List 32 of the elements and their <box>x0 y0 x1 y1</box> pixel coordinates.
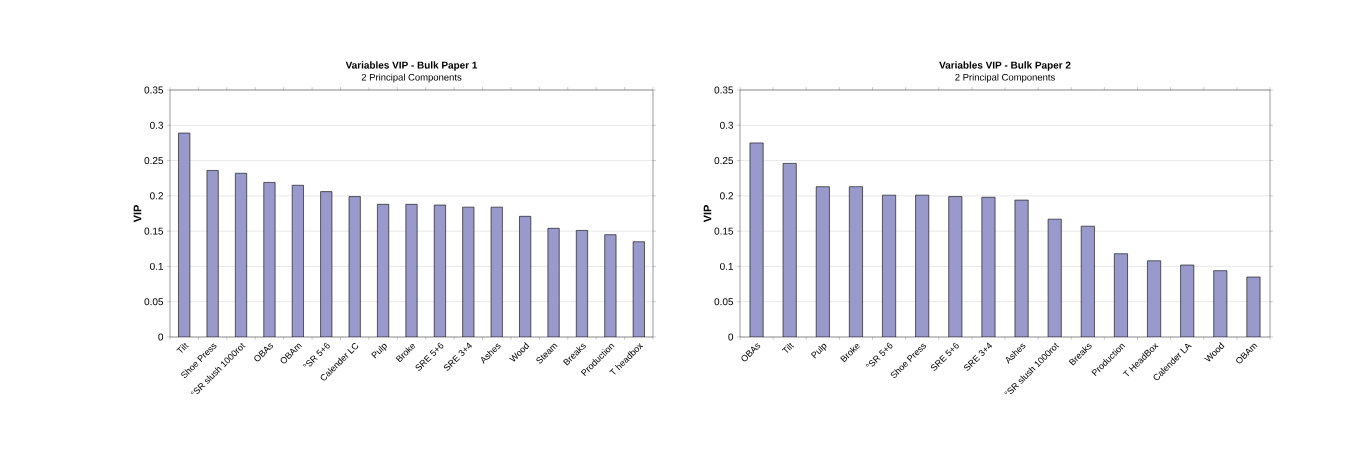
bar <box>815 186 830 337</box>
bar <box>405 204 418 337</box>
y-tick-label: 0.05 <box>714 298 734 306</box>
y-tick-label: 0.15 <box>144 227 164 235</box>
x-tick-label: Tilt <box>176 342 189 353</box>
y-tick-label: 0.2 <box>720 192 733 200</box>
bar <box>749 142 764 337</box>
x-tick-label: °SR 5+6 <box>866 342 893 367</box>
y-tick-label: 0.2 <box>150 192 163 200</box>
y-tick-label: 0.1 <box>720 262 734 270</box>
bar <box>948 196 963 337</box>
chart-subtitle: 2 Principal Components <box>955 73 1055 83</box>
y-tick-label: 0.25 <box>714 157 734 165</box>
y-tick-label: 0 <box>158 333 164 341</box>
chart-title: Variables VIP - Bulk Paper 1 <box>345 61 478 71</box>
y-tick-label: 0.25 <box>144 157 164 165</box>
y-tick-label: 0.1 <box>150 262 163 270</box>
bar <box>849 186 863 337</box>
chart-title: Variables VIP - Bulk Paper 2 <box>939 61 1071 71</box>
y-tick-label: 0 <box>728 333 734 341</box>
chart-subtitle: 2 Principal Components <box>361 73 462 83</box>
bar <box>782 163 797 337</box>
x-tick-label: Pulp <box>371 343 387 359</box>
y-tick-label: 0.05 <box>144 298 164 306</box>
y-tick-label: 0.35 <box>714 86 734 94</box>
y-axis-title: VIP <box>133 205 142 223</box>
y-tick-label: 0.15 <box>714 227 734 235</box>
y-tick-label: 0.35 <box>144 86 164 94</box>
x-tick-label: Tilt <box>781 342 795 353</box>
y-tick-label: 0.3 <box>720 121 734 129</box>
y-axis-title: VIP <box>703 205 712 223</box>
y-tick-label: 0.3 <box>150 121 164 129</box>
